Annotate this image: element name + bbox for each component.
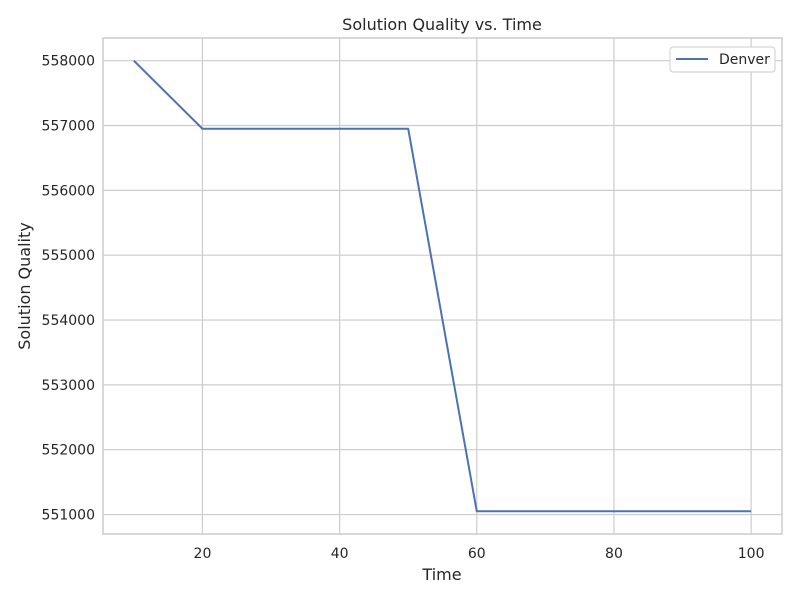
y-tick-label: 551000 [42, 508, 95, 524]
x-tick-label: 80 [605, 546, 623, 562]
y-tick-label: 558000 [42, 54, 95, 70]
y-tick-label: 555000 [42, 248, 95, 264]
x-tick-label: 60 [468, 546, 486, 562]
x-tick-label: 100 [738, 546, 765, 562]
y-tick-label: 552000 [42, 443, 95, 459]
y-tick-label: 556000 [42, 183, 95, 199]
x-tick-label: 40 [331, 546, 349, 562]
x-tick-label: 20 [194, 546, 212, 562]
y-axis-label: Solution Quality [15, 222, 34, 349]
grid [103, 38, 782, 534]
y-tick-label: 554000 [42, 313, 95, 329]
y-tick-label: 553000 [42, 378, 95, 394]
y-tick-label: 557000 [42, 119, 95, 135]
x-tick-labels: 20 40 60 80 100 [194, 546, 765, 562]
legend-label-denver: Denver [719, 52, 770, 68]
y-tick-labels: 551000 552000 553000 554000 555000 556000 5570… [42, 54, 95, 524]
plot-area-frame [102, 37, 783, 535]
series-line-denver [133, 59, 752, 513]
legend-box [669, 46, 776, 73]
x-axis-label: Time [421, 565, 461, 584]
legend: Denver [669, 46, 776, 73]
series-layer [133, 59, 752, 513]
chart-title: Solution Quality vs. Time [342, 15, 542, 34]
